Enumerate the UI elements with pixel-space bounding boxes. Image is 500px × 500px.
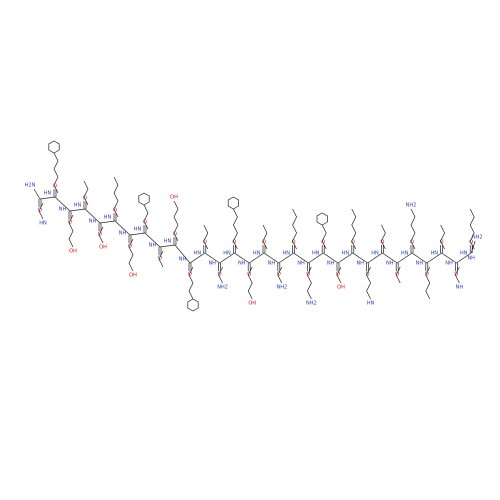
side-chain bbox=[173, 200, 179, 242]
amide-label: HN bbox=[282, 251, 290, 257]
amide-label: HN bbox=[134, 227, 142, 233]
amide-label: NH bbox=[356, 261, 364, 267]
amide-label: HN bbox=[253, 251, 261, 257]
side-chain bbox=[321, 224, 327, 250]
amide-label: HN bbox=[104, 215, 112, 221]
amide-label: HN bbox=[74, 203, 82, 209]
side-chain bbox=[38, 202, 44, 220]
amide-label: NH bbox=[59, 207, 67, 213]
side-chain bbox=[395, 266, 401, 284]
amide-label: NH bbox=[179, 257, 187, 263]
aromatic-ring bbox=[187, 298, 199, 312]
side-chain bbox=[128, 238, 134, 272]
side-chain bbox=[410, 208, 416, 250]
aromatic-ring bbox=[138, 192, 150, 206]
carbonyl-label: O bbox=[336, 272, 340, 278]
c-terminus-label: NH2 bbox=[472, 235, 483, 241]
amide-label: HN bbox=[371, 251, 379, 257]
side-chain bbox=[53, 152, 59, 194]
side-chain bbox=[336, 266, 342, 284]
amide-label: HN bbox=[164, 239, 172, 245]
carbonyl-label: O bbox=[98, 232, 102, 238]
amide-label: NH bbox=[208, 261, 216, 267]
side-chain-label: OH bbox=[69, 249, 77, 255]
carbonyl-label: O bbox=[395, 272, 399, 278]
carbonyl-label: O bbox=[128, 244, 132, 250]
amide-label: NH bbox=[327, 261, 335, 267]
n-terminus-label: H2N bbox=[25, 183, 36, 189]
side-chain bbox=[277, 266, 283, 284]
amide-label: HN bbox=[342, 251, 350, 257]
side-chain bbox=[233, 208, 238, 250]
amide-label: NH bbox=[149, 243, 157, 249]
side-chain bbox=[455, 266, 460, 284]
amide-label: NH bbox=[89, 219, 97, 225]
amide-label: NH bbox=[416, 261, 424, 267]
side-chain bbox=[381, 224, 386, 250]
side-chain bbox=[98, 226, 104, 244]
amide-label: HN bbox=[194, 251, 202, 257]
side-chain bbox=[440, 224, 445, 250]
side-chain bbox=[68, 214, 74, 248]
carbonyl-label: O bbox=[188, 272, 192, 278]
amide-label: NH bbox=[386, 261, 394, 267]
side-chain bbox=[366, 266, 371, 300]
carbonyl-label: O bbox=[277, 272, 281, 278]
amide-label: NH bbox=[268, 261, 276, 267]
side-chain-label: OH bbox=[248, 301, 256, 307]
amide-label: NH bbox=[445, 261, 453, 267]
side-chain-label: NH bbox=[456, 285, 464, 291]
carbonyl-label: O bbox=[366, 272, 370, 278]
carbonyl-label: O bbox=[454, 272, 458, 278]
side-chain-label: HN bbox=[39, 221, 47, 227]
amide-label: HN bbox=[401, 251, 409, 257]
side-chain bbox=[247, 266, 253, 300]
side-chain-label: OH bbox=[129, 273, 137, 279]
carbonyl-label: O bbox=[306, 272, 310, 278]
side-chain-label: NH2 bbox=[217, 285, 228, 291]
side-chain-label: OH bbox=[170, 195, 178, 201]
side-chain bbox=[218, 266, 223, 284]
side-chain bbox=[307, 266, 312, 300]
side-chain bbox=[292, 208, 297, 250]
carbonyl-label: O bbox=[425, 272, 429, 278]
side-chain-label: NH2 bbox=[406, 203, 417, 209]
side-chain bbox=[188, 266, 194, 300]
amide-label: NH bbox=[467, 256, 475, 262]
amide-label: NH bbox=[119, 231, 127, 237]
side-chain-label: NH2 bbox=[306, 301, 317, 307]
carbonyl-label: O bbox=[38, 208, 42, 214]
bond bbox=[33, 188, 41, 200]
side-chain-label: OH bbox=[337, 285, 345, 291]
aromatic-ring bbox=[316, 212, 328, 226]
carbonyl-label: O bbox=[218, 272, 222, 278]
side-chain-label: OH bbox=[99, 245, 107, 251]
backbone bbox=[39, 196, 472, 264]
side-chain bbox=[425, 266, 431, 300]
amide-label: HN bbox=[312, 251, 320, 257]
side-chain-label: NH2 bbox=[276, 285, 287, 291]
side-chain bbox=[469, 208, 475, 250]
amide-label: NH bbox=[297, 261, 305, 267]
amide-label: HN bbox=[223, 251, 231, 257]
side-chain-label: HN bbox=[367, 301, 375, 307]
side-chain bbox=[158, 250, 164, 268]
aromatic-ring bbox=[227, 196, 239, 210]
side-chain bbox=[83, 180, 89, 206]
carbonyl-label: O bbox=[68, 220, 72, 226]
side-chain bbox=[262, 224, 268, 250]
aromatic-ring bbox=[48, 140, 60, 154]
amide-label: NH bbox=[238, 261, 246, 267]
amide-label: HN bbox=[44, 191, 52, 197]
side-chain bbox=[203, 224, 209, 250]
carbonyl-label: O bbox=[158, 256, 162, 262]
side-chain bbox=[351, 208, 357, 250]
amide-label: HN bbox=[460, 251, 468, 257]
side-chain bbox=[143, 204, 149, 230]
amide-label: HN bbox=[430, 251, 438, 257]
side-chain bbox=[113, 176, 119, 218]
carbonyl-label: O bbox=[247, 272, 251, 278]
